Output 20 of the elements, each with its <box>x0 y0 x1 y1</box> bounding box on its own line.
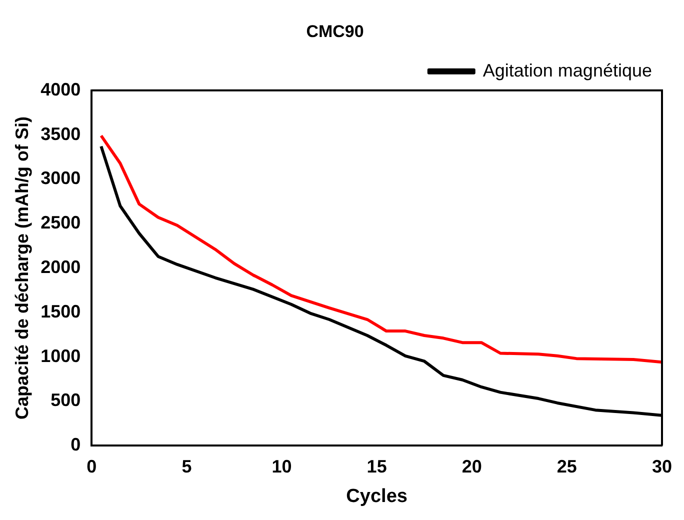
x-tick-label: 15 <box>366 456 387 476</box>
chart-title: CMC90 <box>306 22 364 41</box>
y-tick-label: 500 <box>50 390 81 410</box>
x-tick-label: 10 <box>272 456 292 476</box>
x-tick-label: 30 <box>652 456 672 476</box>
y-tick-label: 1500 <box>40 301 81 322</box>
y-tick-label: 2500 <box>40 212 81 233</box>
y-tick-label: 0 <box>70 434 81 455</box>
y-tick-label: 1000 <box>40 346 81 366</box>
x-axis-title: Cycles <box>346 486 408 507</box>
x-tick-label: 20 <box>462 456 482 476</box>
y-tick-label: 2000 <box>40 256 81 277</box>
y-tick-label: 3500 <box>40 124 81 144</box>
y-tick-label: 3000 <box>40 168 81 188</box>
x-tick-label: 5 <box>182 456 192 476</box>
x-tick-label: 25 <box>556 456 577 476</box>
legend-label: Agitation magnétique <box>482 60 652 80</box>
y-axis-title: Capacité de décharge (mAh/g of Si) <box>12 116 32 420</box>
x-tick-label: 0 <box>86 456 97 476</box>
y-tick-label: 4000 <box>40 79 81 100</box>
